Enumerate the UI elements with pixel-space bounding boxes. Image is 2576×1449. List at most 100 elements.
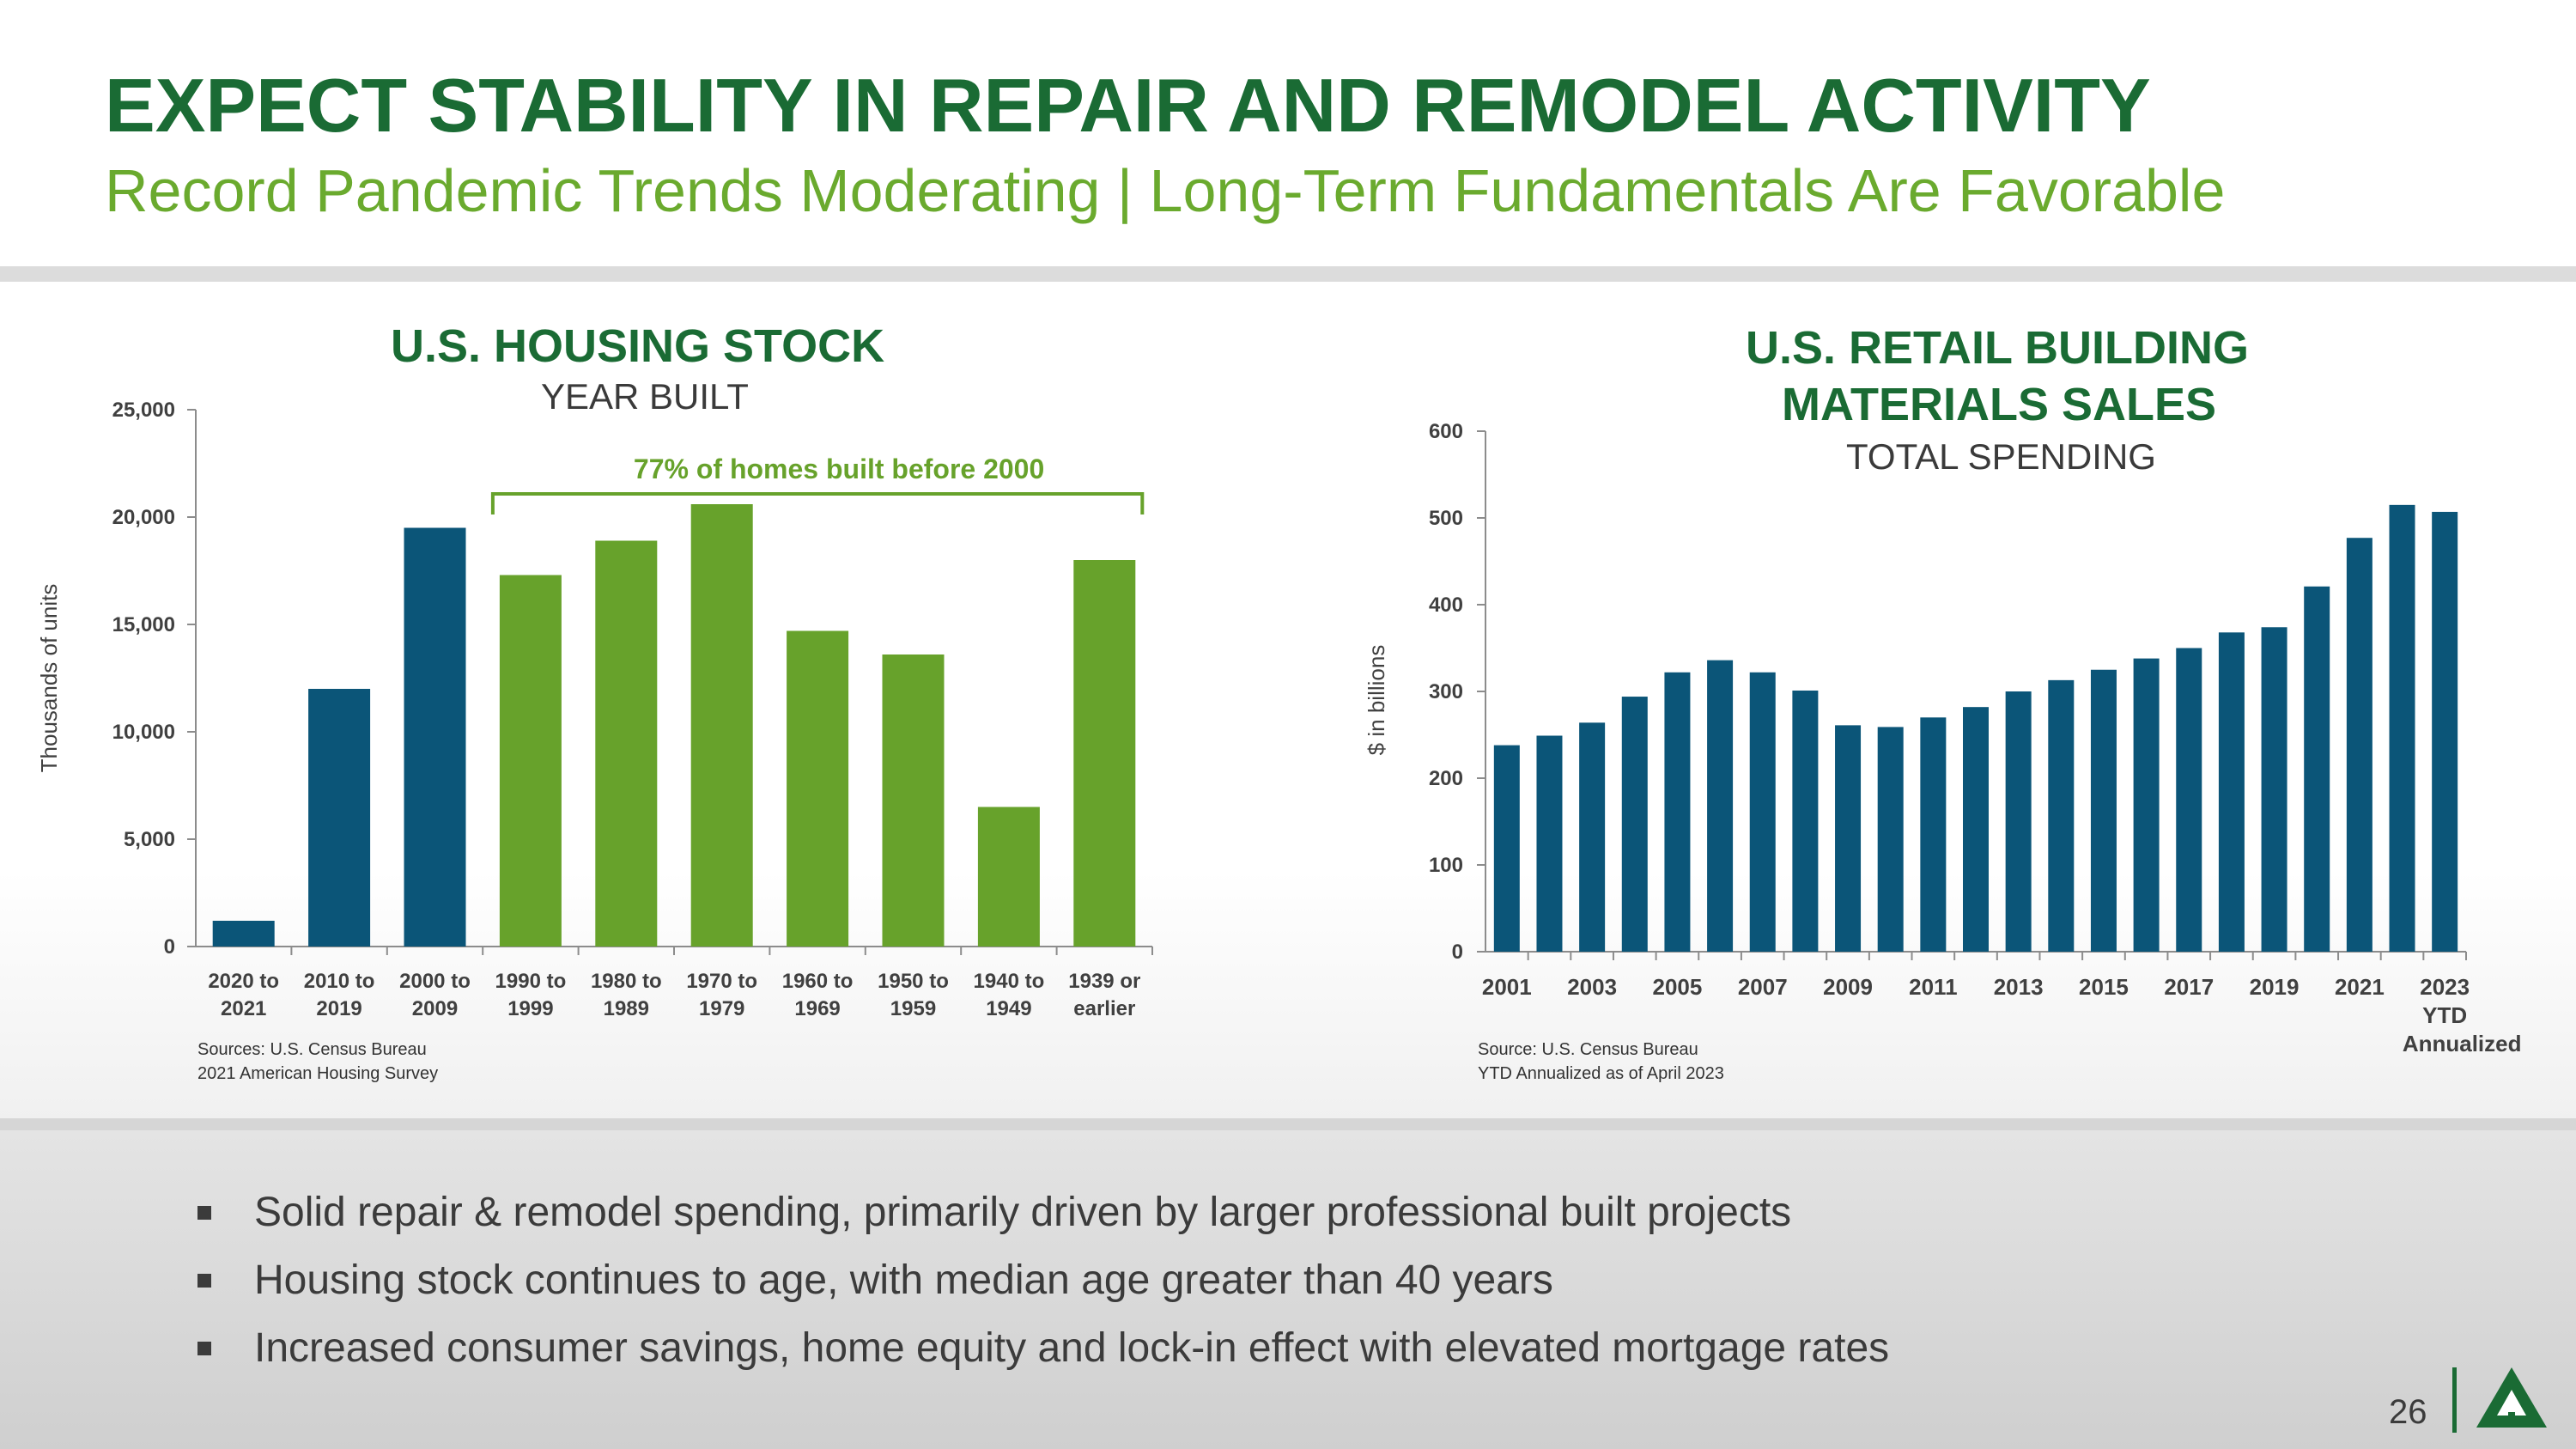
bar bbox=[2432, 511, 2458, 952]
bar bbox=[1536, 735, 1563, 952]
annotation-bracket bbox=[490, 492, 1145, 514]
bullet-text: Increased consumer savings, home equity … bbox=[254, 1325, 1890, 1371]
x-tick-label: 2021 bbox=[2335, 974, 2385, 1000]
y-tick-label: 0 bbox=[1452, 941, 1463, 964]
bar bbox=[308, 689, 371, 947]
x-tick-label: 1999 bbox=[507, 997, 553, 1020]
x-tick-label: 2017 bbox=[2164, 974, 2214, 1000]
sales-chart-source: Source: U.S. Census Bureau YTD Annualize… bbox=[1478, 1038, 1724, 1086]
x-tick-label: 2010 to bbox=[304, 970, 375, 993]
y-tick-label: 600 bbox=[1429, 420, 1463, 443]
x-tick-label: earlier bbox=[1073, 997, 1135, 1020]
bullet-square-icon bbox=[197, 1273, 211, 1288]
bar bbox=[2218, 632, 2245, 952]
bar bbox=[977, 807, 1040, 947]
x-tick-label: 2015 bbox=[2079, 974, 2129, 1000]
bullet-list: Solid repair & remodel spending, primari… bbox=[197, 1178, 1889, 1382]
bar bbox=[2090, 669, 2117, 952]
x-tick-label: 2021 bbox=[221, 997, 266, 1020]
bar bbox=[1835, 725, 1862, 952]
housing-chart-title: U.S. HOUSING STOCK bbox=[391, 320, 885, 372]
section-divider bbox=[0, 1118, 2576, 1130]
annotation-label: 77% of homes built before 2000 bbox=[634, 454, 1044, 484]
x-tick-label: 1980 to bbox=[591, 970, 662, 993]
x-tick-label: Annualized bbox=[2403, 1031, 2522, 1056]
bar bbox=[2389, 504, 2415, 952]
page-number: 26 bbox=[2389, 1393, 2427, 1431]
x-tick-label: 2009 bbox=[412, 997, 458, 1020]
housing-stock-chart: 0 5,000 10,000 15,000 20,000 25,000 Thousands … bbox=[36, 399, 1153, 1020]
y-tick-label: 10,000 bbox=[112, 721, 175, 744]
bar bbox=[787, 630, 849, 947]
x-tick-label: 1950 to bbox=[878, 970, 949, 993]
x-tick-label: 1949 bbox=[986, 997, 1031, 1020]
y-tick-label: 100 bbox=[1429, 854, 1463, 877]
page-title: EXPECT STABILITY IN REPAIR AND REMODEL A… bbox=[105, 63, 2151, 148]
source-line: YTD Annualized as of April 2023 bbox=[1478, 1064, 1724, 1083]
list-item: Housing stock continues to age, with med… bbox=[197, 1246, 1889, 1314]
bullet-text: Solid repair & remodel spending, primari… bbox=[254, 1190, 1792, 1235]
x-tick-label: 2011 bbox=[1909, 974, 1957, 1000]
bar bbox=[1707, 660, 1734, 952]
logo-separator bbox=[2452, 1367, 2457, 1433]
x-tick-label: 2020 to bbox=[208, 970, 279, 993]
y-tick-label: 5,000 bbox=[124, 828, 175, 851]
bar bbox=[2048, 679, 2075, 952]
bar bbox=[2133, 658, 2160, 952]
bar bbox=[2005, 691, 2032, 952]
bar bbox=[1579, 722, 1606, 952]
x-tick-label: 1969 bbox=[794, 997, 840, 1020]
building-materials-sales-chart: 0 100 200 300 400 500 600 $ in billions 2001 2003… bbox=[1364, 420, 2522, 1056]
header-divider bbox=[0, 266, 2576, 282]
source-line: Source: U.S. Census Bureau bbox=[1478, 1040, 1698, 1059]
x-tick-label: 2003 bbox=[1567, 974, 1617, 1000]
x-tick-label: 1990 to bbox=[495, 970, 567, 993]
bar bbox=[595, 540, 658, 947]
x-tick-label: 2000 to bbox=[399, 970, 471, 993]
bullet-square-icon bbox=[197, 1341, 211, 1355]
bar bbox=[1621, 697, 1648, 952]
y-tick-label: 500 bbox=[1429, 507, 1463, 530]
bar bbox=[2176, 648, 2202, 952]
y-axis-label: $ in billions bbox=[1364, 645, 1389, 756]
housing-chart-source: Sources: U.S. Census Bureau 2021 America… bbox=[197, 1038, 438, 1086]
x-tick-label: 1989 bbox=[604, 997, 649, 1020]
bar bbox=[1877, 727, 1904, 952]
x-tick-label: 2019 bbox=[316, 997, 361, 1020]
x-tick-label: 1960 to bbox=[782, 970, 854, 993]
y-tick-label: 400 bbox=[1429, 594, 1463, 617]
bar bbox=[1749, 672, 1776, 952]
bar bbox=[2304, 586, 2330, 952]
y-axis-label: Thousands of units bbox=[36, 584, 62, 773]
x-tick-label: 2001 bbox=[1482, 974, 1532, 1000]
sales-chart-subtitle: TOTAL SPENDING bbox=[1846, 436, 2156, 477]
x-tick-label: YTD bbox=[2422, 1002, 2467, 1028]
bar bbox=[2346, 538, 2372, 952]
x-tick-label: 2005 bbox=[1653, 974, 1703, 1000]
source-line: 2021 American Housing Survey bbox=[197, 1064, 439, 1083]
y-tick-label: 15,000 bbox=[112, 613, 175, 636]
sales-chart-title-line2: MATERIALS SALES bbox=[1782, 379, 2217, 430]
y-tick-label: 20,000 bbox=[112, 506, 175, 529]
header: EXPECT STABILITY IN REPAIR AND REMODEL A… bbox=[0, 0, 2576, 266]
bar bbox=[212, 921, 275, 947]
bar bbox=[499, 575, 562, 947]
x-tick-label: 1970 to bbox=[686, 970, 757, 993]
bar bbox=[1493, 745, 1520, 952]
bar bbox=[1963, 707, 1989, 952]
bar bbox=[690, 504, 753, 947]
x-tick-label: 1939 or bbox=[1068, 970, 1140, 993]
x-tick-label: 2013 bbox=[1994, 974, 2044, 1000]
x-tick-label: 2023 bbox=[2420, 974, 2470, 1000]
page-subtitle: Record Pandemic Trends Moderating | Long… bbox=[105, 157, 2226, 224]
bar bbox=[882, 654, 945, 947]
y-tick-label: 300 bbox=[1429, 680, 1463, 703]
x-tick-label: 2019 bbox=[2250, 974, 2300, 1000]
housing-chart-subtitle: YEAR BUILT bbox=[541, 376, 749, 417]
x-tick-label: 1979 bbox=[699, 997, 744, 1020]
source-line: Sources: U.S. Census Bureau bbox=[197, 1040, 427, 1059]
x-tick-label: 2007 bbox=[1738, 974, 1788, 1000]
x-tick-label: 1959 bbox=[890, 997, 936, 1020]
list-item: Solid repair & remodel spending, primari… bbox=[197, 1178, 1889, 1246]
bar bbox=[1073, 560, 1136, 947]
